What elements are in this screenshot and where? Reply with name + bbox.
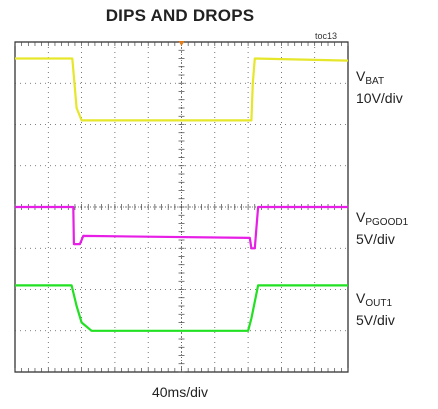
series-label-vout1: VOUT1 5V/div: [356, 290, 395, 328]
chart-title: DIPS AND DROPS: [105, 6, 255, 25]
series-label-vbat: VBAT 10V/div: [356, 68, 403, 106]
x-axis-scale: 40ms/div: [151, 384, 209, 400]
trace-pgood1: [15, 205, 348, 250]
series-subscript: PGOOD1: [365, 217, 409, 228]
trace-out1: [15, 284, 348, 332]
trigger-marker: [178, 41, 185, 46]
series-label-vpgood1: VPGOOD1 5V/div: [356, 209, 408, 247]
figure-tag: toc13: [315, 31, 338, 41]
series-scale: 5V/div: [356, 312, 395, 328]
series-scale: 5V/div: [356, 231, 395, 247]
trace-bat: [15, 57, 349, 122]
series-subscript: OUT1: [365, 298, 393, 309]
series-name: V: [356, 209, 366, 225]
series-subscript: BAT: [365, 76, 385, 87]
series-scale: 10V/div: [356, 90, 403, 106]
series-name: V: [356, 290, 366, 306]
series-name: V: [356, 68, 366, 84]
